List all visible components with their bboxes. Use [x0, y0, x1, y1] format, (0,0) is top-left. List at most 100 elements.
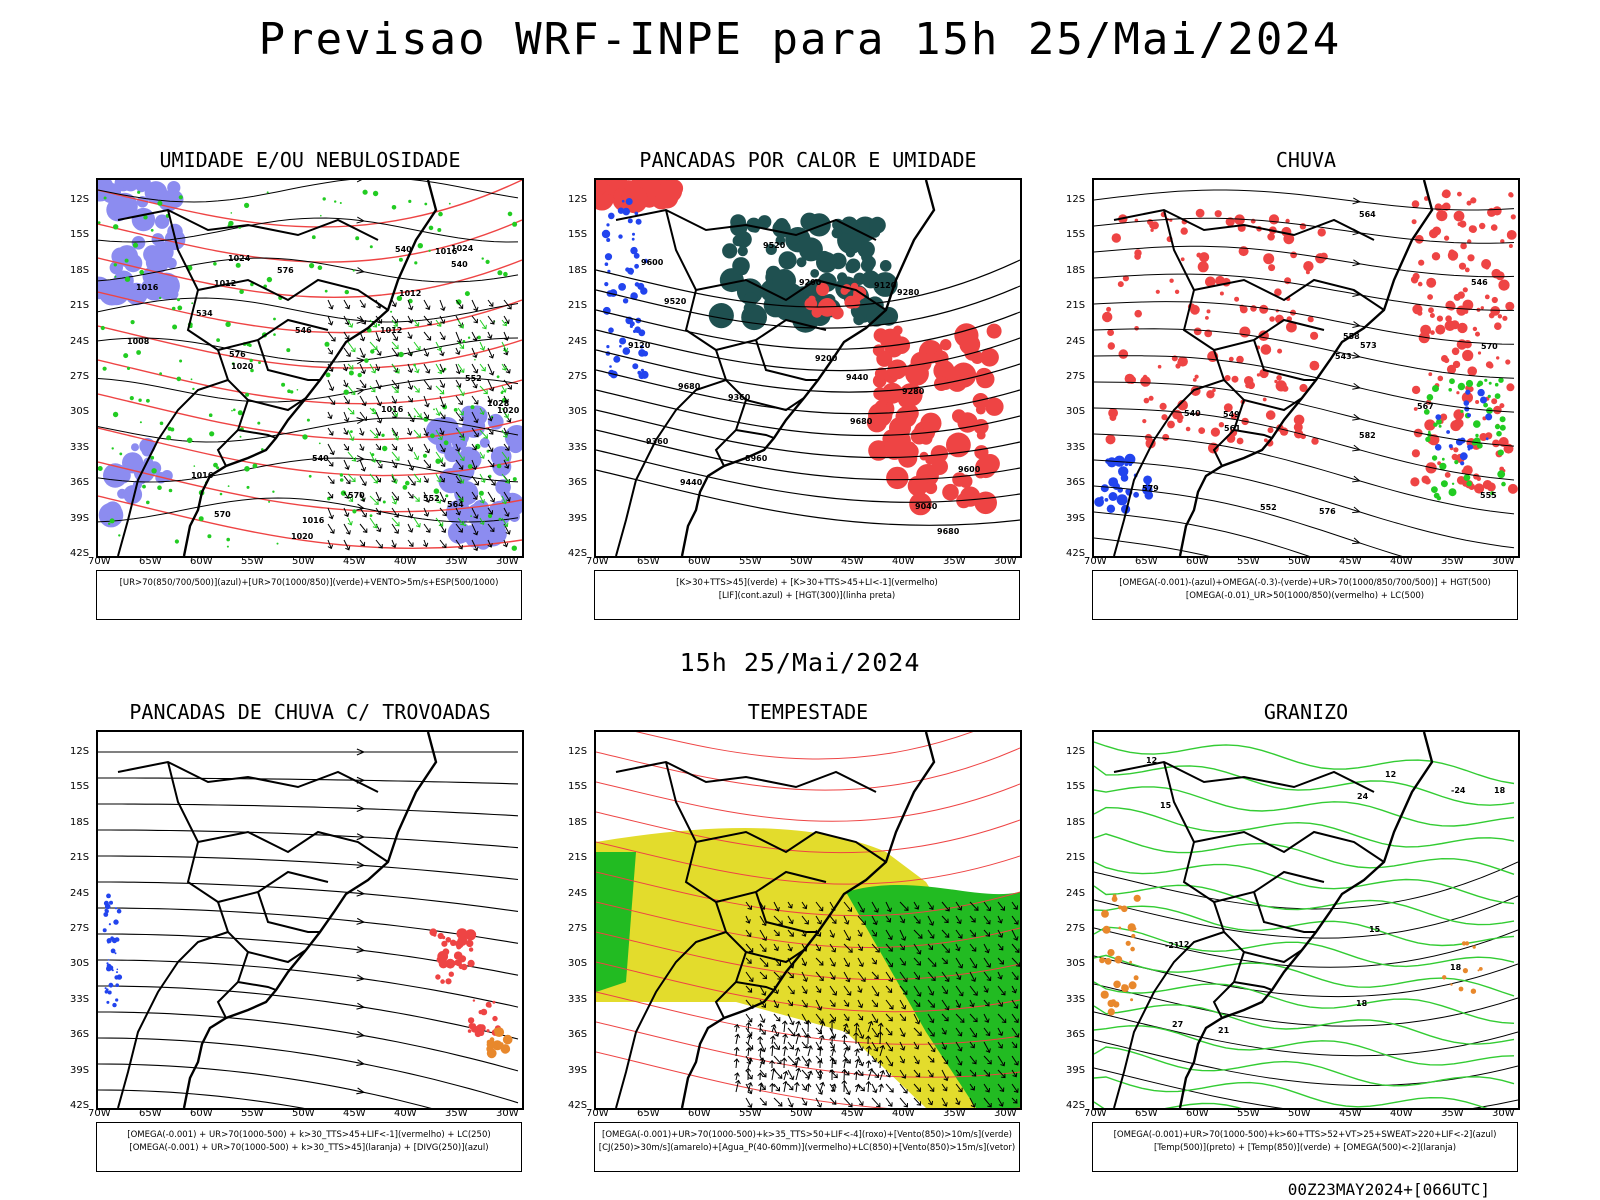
map-canvas: 582 579 576 573 570 567 564 561 558 555 552 549 546 5… — [1094, 180, 1518, 556]
contour-label: 27 — [1172, 1020, 1183, 1029]
contour-label: 9360 — [728, 393, 751, 402]
longitude-tick-label: 55W — [241, 556, 264, 567]
latitude-tick-label: 15S — [568, 229, 588, 241]
contour-label: 1028 — [487, 399, 510, 408]
panel-title: TEMPESTADE — [747, 700, 869, 724]
contour-label: 9280 — [902, 387, 925, 396]
main-title: Previsao WRF-INPE para 15h 25/Mai/2024 — [258, 14, 1342, 65]
forecast-map — [96, 730, 524, 1110]
latitude-tick-label: 39S — [568, 1064, 588, 1076]
run-timestamp: 00Z23MAY2024+[066UTC] — [1287, 1180, 1490, 1199]
latitude-tick-label: 12S — [1066, 746, 1086, 757]
latitude-tick-label: 15S — [1066, 229, 1086, 241]
latitude-tick-label: 39S — [70, 1064, 90, 1076]
contour-label: 1024 — [451, 244, 474, 253]
forecast-map: 582 579 576 573 570 567 564 561 558 555 552 549 546 5… — [1092, 178, 1520, 558]
contour-label: 9040 — [915, 502, 938, 511]
longitude-tick-label: 30W — [1492, 556, 1515, 567]
contour-label: 1016 — [191, 471, 214, 480]
latitude-tick-label: 18S — [568, 264, 588, 276]
contour-label: 18 — [1356, 999, 1368, 1008]
longitude-tick-label: 45W — [343, 556, 366, 567]
longitude-tick-label: 45W — [841, 556, 864, 567]
contour-label: 549 — [1223, 410, 1240, 419]
longitude-tick-label: 45W — [1339, 556, 1362, 567]
contour-label: 9440 — [680, 478, 703, 487]
contour-label: 1020 — [291, 532, 314, 541]
latitude-tick-label: 18S — [568, 816, 588, 828]
contour-label: 9200 — [799, 278, 822, 287]
latitude-tick-label: 24S — [70, 887, 90, 899]
latitude-tick-label: 27S — [568, 371, 588, 382]
longitude-tick-label: 70W — [88, 556, 111, 567]
latitude-tick-label: 24S — [70, 335, 90, 347]
contour-label: 9600 — [958, 465, 981, 474]
latitude-tick-label: 42S — [568, 1100, 588, 1111]
contour-label: 540 — [1184, 409, 1201, 418]
longitude-tick-label: 60W — [190, 556, 213, 567]
latitude-tick-label: 18S — [70, 816, 90, 828]
contour-label: 1012 — [380, 326, 402, 335]
latitude-tick-label: 21S — [1066, 852, 1086, 864]
longitude-tick-label: 70W — [1084, 556, 1107, 567]
contour-label: 9120 — [628, 341, 651, 350]
longitude-tick-label: 70W — [1084, 1108, 1107, 1119]
latitude-tick-label: 21S — [568, 852, 588, 864]
contour-label: 570 — [214, 510, 231, 519]
latitude-tick-label: 12S — [568, 746, 588, 757]
contour-label: 21 — [1218, 1026, 1230, 1035]
longitude-tick-label: 30W — [994, 556, 1017, 567]
latitude-tick-label: 21S — [70, 300, 90, 312]
contour-label: 9520 — [664, 297, 687, 306]
longitude-tick-label: 60W — [190, 1108, 213, 1119]
contour-label: 12 — [1385, 770, 1396, 779]
forecast-map: 1016 1012 1012 1016 1016 1020 1016 1020 1024 1020… — [96, 178, 524, 558]
contour-label: 552 — [465, 374, 482, 383]
panel-title: PANCADAS DE CHUVA C/ TROVOADAS — [129, 700, 491, 724]
latitude-tick-label: 36S — [1066, 477, 1086, 489]
panel-title: UMIDADE E/OU NEBULOSIDADE — [159, 148, 461, 172]
legend-line: [OMEGA(-0.001)+UR>70(1000-500)+k>35_TTS>… — [602, 1130, 1012, 1140]
longitude-tick-label: 50W — [292, 556, 315, 567]
contour-label: 543 — [1335, 352, 1352, 361]
longitude-tick-label: 70W — [586, 556, 609, 567]
longitude-tick-label: 45W — [343, 1108, 366, 1119]
contour-label: -12 — [1175, 940, 1189, 949]
legend-line: [OMEGA(-0.001)-(azul)+OMEGA(-0.3)-(verde… — [1119, 578, 1491, 588]
longitude-tick-label: 35W — [943, 556, 966, 567]
latitude-tick-label: 12S — [568, 194, 588, 205]
latitude-tick-label: 15S — [1066, 781, 1086, 793]
contour-label: 1008 — [127, 337, 150, 346]
forecast-date-label: 15h 25/Mai/2024 — [679, 648, 921, 677]
latitude-tick-label: 21S — [1066, 300, 1086, 312]
longitude-tick-label: 40W — [1390, 556, 1413, 567]
contour-label: 1016 — [381, 405, 404, 414]
latitude-tick-label: 27S — [1066, 371, 1086, 382]
legend-line: [OMEGA(-0.001)+UR>70(1000-500)+k>60+TTS>… — [1113, 1130, 1497, 1140]
longitude-tick-label: 30W — [496, 1108, 519, 1119]
contour-label: 1016 — [136, 283, 159, 292]
latitude-tick-label: 27S — [1066, 923, 1086, 934]
longitude-tick-label: 50W — [292, 1108, 315, 1119]
longitude-tick-label: 65W — [139, 1108, 162, 1119]
contour-label: 9600 — [641, 258, 664, 267]
contour-label: 9680 — [678, 382, 701, 391]
longitude-tick-label: 60W — [1186, 1108, 1209, 1119]
contour-label: 1012 — [399, 289, 421, 298]
latitude-tick-label: 42S — [1066, 548, 1086, 559]
longitude-tick-label: 40W — [892, 556, 915, 567]
longitude-tick-label: 60W — [688, 556, 711, 567]
latitude-tick-label: 18S — [70, 264, 90, 276]
latitude-tick-label: 24S — [1066, 887, 1086, 899]
latitude-tick-label: 30S — [1066, 406, 1086, 418]
contour-label: -21 — [1165, 941, 1180, 950]
longitude-tick-label: 55W — [1237, 556, 1260, 567]
contour-label: 570 — [348, 491, 365, 500]
panel-legend: [OMEGA(-0.001) + UR>70(1000-500) + k>30_… — [96, 1122, 522, 1172]
panel-title: PANCADAS POR CALOR E UMIDADE — [639, 148, 977, 172]
latitude-tick-label: 36S — [70, 1029, 90, 1041]
contour-label: 9680 — [937, 527, 960, 536]
longitude-tick-label: 60W — [688, 1108, 711, 1119]
latitude-tick-label: 15S — [70, 229, 90, 241]
longitude-tick-label: 40W — [1390, 1108, 1413, 1119]
